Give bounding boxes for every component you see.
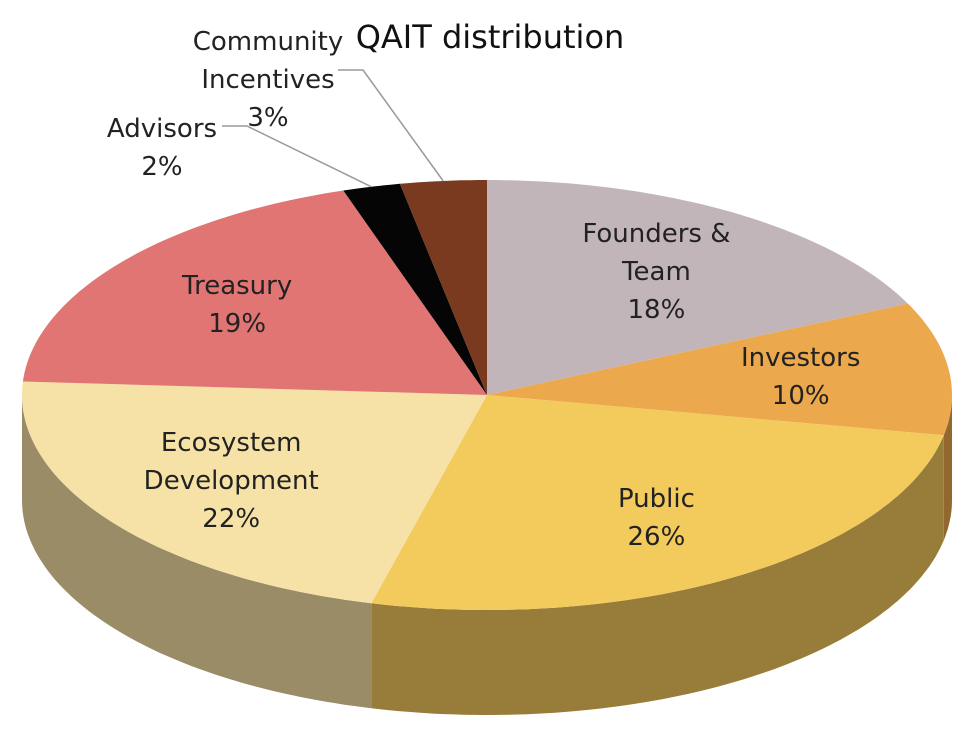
slice-label: Public 26% <box>536 438 776 598</box>
label-box: Treasury 19% <box>117 225 357 385</box>
leader-line <box>338 69 444 182</box>
label-box: Investors 10% <box>681 297 921 457</box>
slice <box>343 183 487 395</box>
slice <box>22 190 488 395</box>
value-label: 18% <box>627 294 686 325</box>
chart-title: QAIT distribution <box>356 18 625 56</box>
slice <box>487 180 908 395</box>
slice-label: Community Incentives 3% <box>148 0 388 160</box>
value-label: 3% <box>247 103 289 133</box>
category-label: Ecosystem Development <box>143 427 319 496</box>
category-label: Treasury <box>182 271 293 302</box>
value-label: 22% <box>202 503 261 534</box>
label-box: Public 26% <box>536 438 776 598</box>
slice <box>399 180 487 395</box>
category-label: Founders & Team <box>582 218 731 287</box>
slice-label: Ecosystem Development 22% <box>111 401 351 561</box>
slice <box>22 381 487 604</box>
value-label: 10% <box>771 380 830 411</box>
value-label: 2% <box>141 152 183 182</box>
slice-label: Treasury 19% <box>117 225 357 385</box>
slice-label: Advisors 2% <box>42 68 282 228</box>
slice-label: Founders & Team 18% <box>536 192 776 352</box>
slice-side <box>943 395 952 541</box>
label-box: Ecosystem Development 22% <box>111 401 351 561</box>
label-box: Founders & Team 18% <box>536 192 776 352</box>
slice-label: Investors 10% <box>681 297 921 457</box>
category-label: Investors <box>740 342 861 373</box>
slice <box>371 395 944 610</box>
value-label: 19% <box>208 309 267 340</box>
slice <box>487 303 952 436</box>
slice-side <box>371 435 944 715</box>
label-box: Advisors 2% <box>42 68 282 228</box>
category-label: Advisors <box>106 114 218 144</box>
value-label: 26% <box>627 522 686 553</box>
slice-side <box>22 395 372 709</box>
category-label: Community Incentives <box>192 27 344 95</box>
leader-line <box>222 125 372 188</box>
label-box: Community Incentives 3% <box>148 0 388 160</box>
category-label: Public <box>617 484 695 515</box>
